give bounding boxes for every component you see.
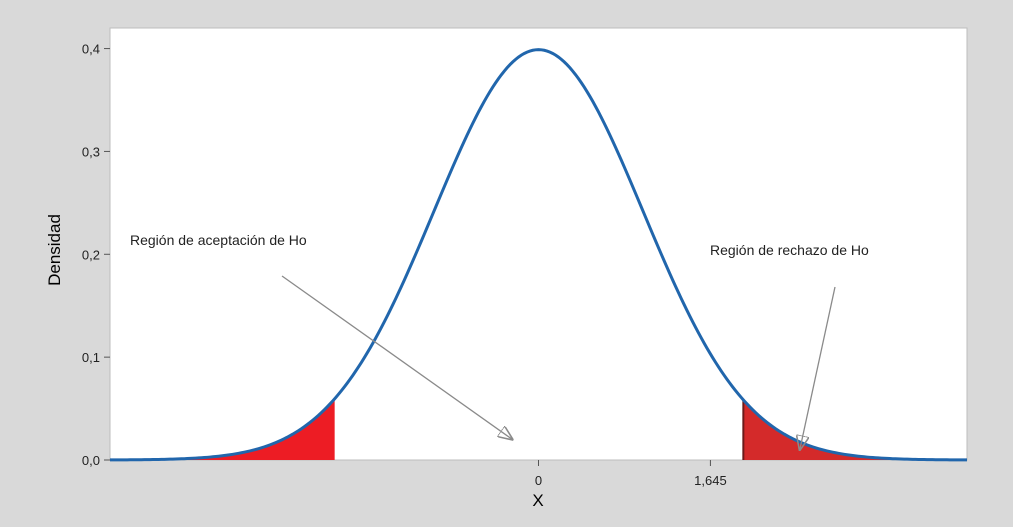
y-tick-label: 0,4	[82, 42, 100, 57]
annotation-label-1: Región de aceptación de Ho	[130, 232, 307, 248]
annotation-label-2: Región de rechazo de Ho	[710, 242, 869, 258]
y-axis-label: Densidad	[45, 214, 64, 286]
y-tick-label: 0,1	[82, 350, 100, 365]
shaded-region-1	[162, 399, 334, 460]
density-curve	[109, 48, 968, 462]
axes: 0,0 0,1 0,2 0,3 0,4 0 1,645	[82, 42, 727, 488]
x-tick-label: 0	[535, 473, 542, 488]
y-tick-label: 0,2	[82, 247, 100, 262]
annotations: Región de aceptación de Ho Región de rech…	[130, 232, 869, 450]
x-tick-label: 1,645	[694, 473, 727, 488]
annotation-arrow-1	[281, 275, 512, 439]
y-tick-label: 0,0	[82, 453, 100, 468]
annotation-arrow-2	[800, 286, 836, 450]
x-axis-label: X	[532, 491, 543, 510]
y-tick-label: 0,3	[82, 144, 100, 159]
plot-area	[109, 27, 968, 461]
